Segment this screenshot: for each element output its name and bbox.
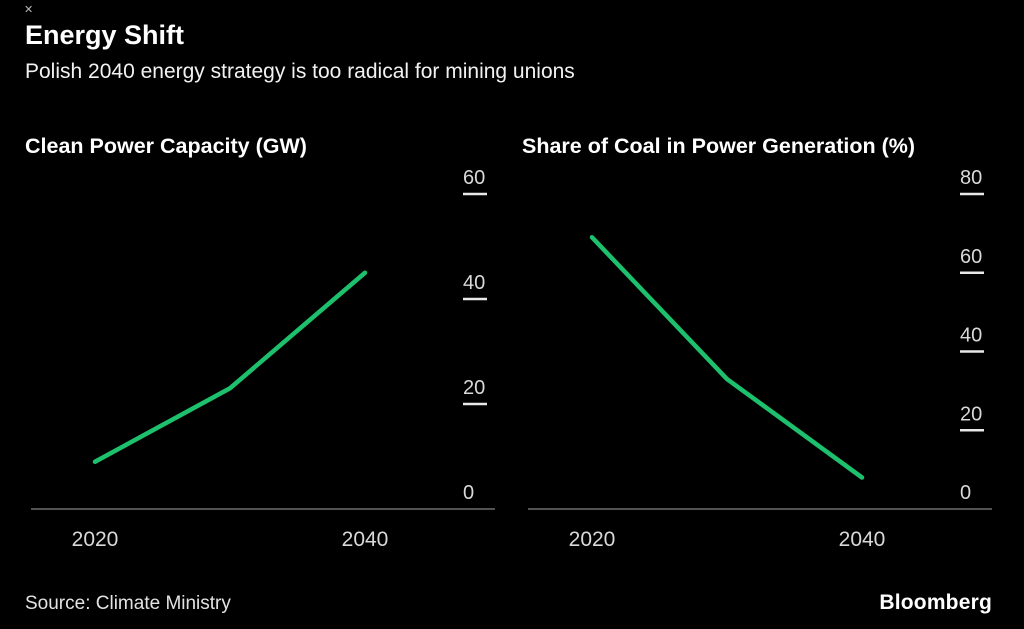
- y-tick-label: 60: [463, 167, 485, 189]
- chart-header: Energy Shift Polish 2040 energy strategy…: [0, 0, 1024, 84]
- coal-share-line-chart: 0 20 40 60 80 2020 2040: [522, 164, 994, 556]
- y-tick-label: 0: [463, 482, 474, 504]
- chart-title-coal-share: Share of Coal in Power Generation (%): [522, 134, 916, 159]
- y-tick-label: 20: [463, 377, 485, 399]
- source-note: Source: Climate Ministry: [25, 593, 231, 614]
- x-tick-label: 2020: [72, 528, 119, 551]
- x-tick-label: 2020: [569, 528, 616, 551]
- data-series-line: [92, 270, 368, 465]
- y-tick-label: 60: [960, 246, 982, 268]
- page-title: Energy Shift: [25, 20, 185, 50]
- x-tick-label: 2040: [839, 528, 886, 551]
- y-tick-label: 80: [960, 167, 982, 189]
- clean-power-line-chart: 0 20 40 60 2020 2040: [25, 164, 497, 556]
- page-subtitle: Polish 2040 energy strategy is too radic…: [25, 60, 575, 84]
- y-tick-label: 20: [960, 403, 982, 425]
- close-icon[interactable]: ✕: [24, 4, 34, 16]
- footer: Source: Climate Ministry Bloomberg: [25, 591, 992, 615]
- data-series-line: [589, 235, 865, 480]
- y-tick-label: 40: [960, 325, 982, 347]
- y-tick-label: 40: [463, 272, 485, 294]
- charts-row: Clean Power Capacity (GW) 0 20 40 60 2020 204…: [0, 96, 1024, 556]
- bloomberg-logo: Bloomberg: [879, 591, 992, 614]
- x-tick-label: 2040: [342, 528, 389, 551]
- chart-panel-coal-share: Share of Coal in Power Generation (%) 0 2…: [497, 96, 994, 556]
- chart-title-clean-power: Clean Power Capacity (GW): [25, 134, 307, 159]
- y-tick-label: 0: [960, 482, 971, 504]
- chart-panel-clean-power: Clean Power Capacity (GW) 0 20 40 60 2020 204…: [0, 96, 497, 556]
